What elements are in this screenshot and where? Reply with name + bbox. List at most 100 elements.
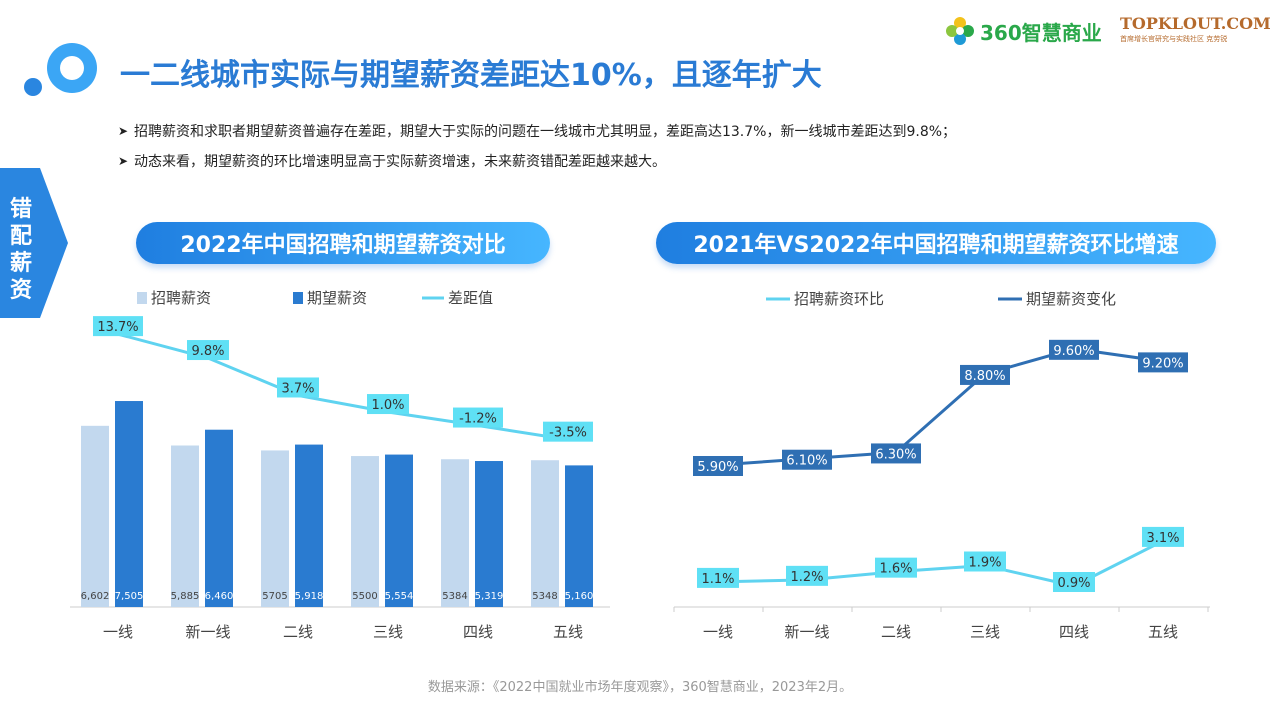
data-label-recruit: 5500 bbox=[352, 591, 377, 602]
data-label-expect-change-box bbox=[782, 449, 832, 470]
data-label-gap: 13.7% bbox=[97, 320, 138, 335]
data-label-expect-change-box bbox=[693, 456, 743, 476]
data-label-gap: 9.8% bbox=[191, 344, 224, 359]
data-label-recruit-growth: 1.2% bbox=[790, 570, 823, 585]
brand-360-name: 360智慧商业 bbox=[980, 20, 1102, 45]
x-tick-label: 一线 bbox=[703, 623, 733, 641]
x-tick-label: 二线 bbox=[881, 623, 911, 641]
side-tab-arrow-icon bbox=[0, 168, 68, 318]
data-label-expect: 6,460 bbox=[205, 591, 234, 602]
page-title: 一二线城市实际与期望薪资差距达10%，且逐年扩大 bbox=[120, 58, 822, 93]
arrow-bullet-icon: ➤ bbox=[118, 154, 129, 168]
data-label-gap-box bbox=[453, 407, 503, 428]
legend-label-expect: 期望薪资 bbox=[307, 289, 367, 307]
bar-expect bbox=[295, 444, 323, 607]
data-label-recruit: 5348 bbox=[532, 591, 557, 602]
data-label-expect-change-box bbox=[1049, 339, 1099, 360]
data-label-recruit-growth-box bbox=[875, 557, 917, 578]
legend-swatch-recruit bbox=[137, 292, 147, 304]
bar-recruit bbox=[171, 445, 199, 607]
data-label-recruit-growth-box bbox=[786, 565, 828, 586]
bar-recruit bbox=[261, 450, 289, 607]
bar-expect bbox=[475, 461, 503, 607]
bar-recruit bbox=[441, 459, 469, 607]
bar-recruit bbox=[351, 456, 379, 607]
x-tick-label: 三线 bbox=[373, 623, 403, 641]
data-label-gap: -1.2% bbox=[459, 412, 497, 427]
bullet-list: ➤ 招聘薪资和求职者期望薪资普遍存在差距，期望大于实际的问题在一线城市尤其明显，… bbox=[118, 116, 956, 176]
data-label-recruit: 6,602 bbox=[81, 591, 110, 602]
x-tick-label: 五线 bbox=[553, 623, 583, 641]
bar-expect bbox=[115, 401, 143, 607]
data-label-recruit-growth-box bbox=[1142, 526, 1184, 547]
bullet-text: 招聘薪资和求职者期望薪资普遍存在差距，期望大于实际的问题在一线城市尤其明显，差距… bbox=[134, 124, 957, 140]
data-label-gap: -3.5% bbox=[549, 426, 587, 441]
logo-mark-icon bbox=[24, 43, 97, 96]
flower-logo-icon bbox=[946, 17, 974, 45]
legend-label-expect-change: 期望薪资变化 bbox=[1026, 290, 1116, 308]
data-label-recruit-growth: 3.1% bbox=[1146, 531, 1179, 546]
x-tick-label: 三线 bbox=[970, 623, 1000, 641]
x-tick-label: 一线 bbox=[103, 623, 133, 641]
x-tick-label: 四线 bbox=[463, 623, 493, 641]
data-label-expect: 7,505 bbox=[115, 591, 144, 602]
data-label-gap: 1.0% bbox=[371, 398, 404, 413]
bar-chart-salary-comparison: 招聘薪资 期望薪资 差距值 6,602 7,505 一线 5,885 6,460 新一线 5705… bbox=[70, 289, 610, 641]
data-label-gap-box bbox=[367, 394, 409, 415]
bullet-text: 动态来看，期望薪资的环比增速明显高于实际薪资增速，未来薪资错配差距越来越大。 bbox=[134, 154, 666, 170]
data-label-recruit-growth: 1.1% bbox=[701, 572, 734, 587]
data-label-gap-box bbox=[187, 340, 229, 361]
bullet-item: ➤ 招聘薪资和求职者期望薪资普遍存在差距，期望大于实际的问题在一线城市尤其明显，… bbox=[118, 116, 956, 146]
data-label-gap-box bbox=[277, 377, 319, 398]
bullet-item: ➤ 动态来看，期望薪资的环比增速明显高于实际薪资增速，未来薪资错配差距越来越大。 bbox=[118, 146, 956, 176]
source-note: 数据来源：《2022中国就业市场年度观察》，360智慧商业，2023年2月。 bbox=[427, 680, 853, 695]
data-label-recruit: 5384 bbox=[442, 591, 467, 602]
data-label-expect-change-box bbox=[1138, 352, 1188, 373]
data-label-recruit: 5,885 bbox=[171, 591, 200, 602]
x-tick-label: 五线 bbox=[1148, 623, 1178, 641]
legend-swatch-expect bbox=[293, 292, 303, 304]
brand-topklout-name: TOPKLOUT.COM bbox=[1120, 14, 1271, 33]
data-label-recruit-growth: 0.9% bbox=[1057, 576, 1090, 591]
chart1-title: 2022年中国招聘和期望薪资对比 bbox=[136, 222, 550, 264]
data-label-recruit-growth-box bbox=[1053, 572, 1095, 592]
data-label-recruit-growth-box bbox=[697, 567, 739, 588]
legend-label-gap: 差距值 bbox=[448, 289, 493, 307]
side-tab: 错配薪资 bbox=[0, 168, 70, 318]
data-label-expect-change: 9.60% bbox=[1053, 344, 1094, 359]
bar-expect bbox=[565, 465, 593, 607]
data-label-expect-change-box bbox=[871, 443, 921, 464]
data-label-recruit-growth: 1.9% bbox=[968, 556, 1001, 571]
data-label-expect: 5,554 bbox=[385, 591, 414, 602]
brand-topklout-logo: TOPKLOUT.COM 首席增长官研究与实践社区 克劳锐 bbox=[1120, 14, 1271, 48]
data-label-gap-box bbox=[93, 316, 143, 337]
data-label-expect: 5,160 bbox=[565, 591, 594, 602]
data-label-expect-change: 6.30% bbox=[875, 447, 916, 462]
x-tick-label: 新一线 bbox=[784, 623, 829, 641]
data-label-recruit-growth-box bbox=[964, 551, 1006, 572]
side-tab-label: 错配薪资 bbox=[9, 197, 32, 303]
legend-label-recruit: 招聘薪资 bbox=[151, 289, 211, 307]
legend-label-recruit-growth: 招聘薪资环比 bbox=[794, 290, 884, 308]
data-label-expect-change: 9.20% bbox=[1142, 356, 1183, 371]
brand-topklout-sub: 首席增长官研究与实践社区 克劳锐 bbox=[1120, 35, 1228, 43]
series-line-expect-change bbox=[717, 347, 1164, 467]
x-tick-label: 四线 bbox=[1059, 623, 1089, 641]
x-tick-label: 二线 bbox=[283, 623, 313, 641]
data-label-expect-change: 8.80% bbox=[964, 369, 1005, 384]
data-label-expect-change: 5.90% bbox=[697, 460, 738, 475]
bar-expect bbox=[385, 454, 413, 607]
data-label-expect: 5,918 bbox=[295, 591, 324, 602]
series-line-recruit-growth bbox=[717, 539, 1164, 588]
data-label-expect-change: 6.10% bbox=[786, 454, 827, 469]
brand-360-logo: 360智慧商业 bbox=[944, 14, 1102, 48]
data-label-expect: 5,319 bbox=[475, 591, 504, 602]
x-tick-label: 新一线 bbox=[185, 623, 230, 641]
data-label-expect-change-box bbox=[960, 364, 1010, 385]
data-label-recruit: 5705 bbox=[262, 591, 287, 602]
bar-recruit bbox=[531, 460, 559, 607]
arrow-bullet-icon: ➤ bbox=[118, 124, 129, 138]
bar-recruit bbox=[81, 425, 109, 607]
data-label-gap-box bbox=[543, 421, 593, 442]
